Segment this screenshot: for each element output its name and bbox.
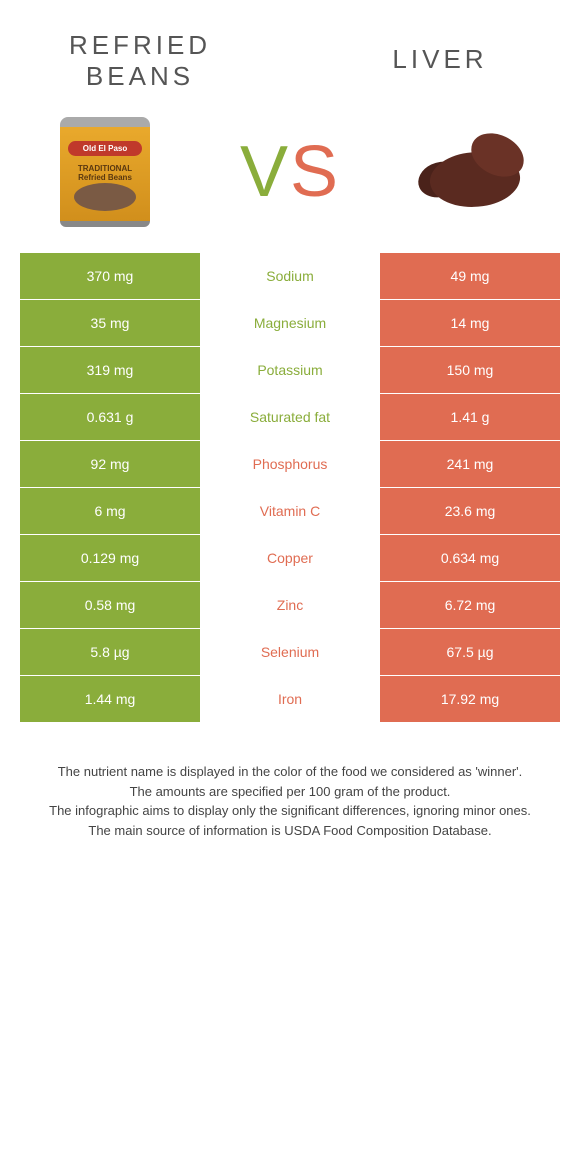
left-value-cell: 35 mg <box>20 300 200 346</box>
footer-line-1: The nutrient name is displayed in the co… <box>30 762 550 782</box>
table-row: 0.58 mgZinc6.72 mg <box>20 581 560 628</box>
left-value-cell: 0.58 mg <box>20 582 200 628</box>
table-row: 6 mgVitamin C23.6 mg <box>20 487 560 534</box>
left-value-cell: 0.129 mg <box>20 535 200 581</box>
nutrient-label-cell: Zinc <box>200 582 380 628</box>
right-value-cell: 150 mg <box>380 347 560 393</box>
left-food-image: Old El Paso TRADITIONAL Refried Beans <box>30 112 180 232</box>
can-bowl-icon <box>74 183 136 211</box>
nutrient-label-cell: Iron <box>200 676 380 722</box>
nutrient-label-cell: Potassium <box>200 347 380 393</box>
right-value-cell: 17.92 mg <box>380 676 560 722</box>
nutrient-label-cell: Selenium <box>200 629 380 675</box>
table-row: 0.129 mgCopper0.634 mg <box>20 534 560 581</box>
table-row: 35 mgMagnesium14 mg <box>20 299 560 346</box>
right-value-cell: 67.5 µg <box>380 629 560 675</box>
table-row: 5.8 µgSelenium67.5 µg <box>20 628 560 675</box>
left-title-line1: REFRIED <box>69 30 211 60</box>
right-food-image <box>400 112 550 232</box>
nutrient-label-cell: Phosphorus <box>200 441 380 487</box>
table-row: 1.44 mgIron17.92 mg <box>20 675 560 722</box>
nutrient-label-cell: Vitamin C <box>200 488 380 534</box>
left-value-cell: 370 mg <box>20 253 200 299</box>
nutrient-label-cell: Saturated fat <box>200 394 380 440</box>
comparison-table: 370 mgSodium49 mg35 mgMagnesium14 mg319 … <box>20 252 560 722</box>
right-value-cell: 1.41 g <box>380 394 560 440</box>
nutrient-label-cell: Sodium <box>200 253 380 299</box>
left-value-cell: 1.44 mg <box>20 676 200 722</box>
right-food-title: LIVER <box>340 30 540 75</box>
nutrient-label-cell: Copper <box>200 535 380 581</box>
left-food-title: REFRIED BEANS <box>40 30 240 92</box>
vs-s: S <box>290 132 340 212</box>
liver-icon <box>400 127 550 217</box>
hero-row: Old El Paso TRADITIONAL Refried Beans VS <box>0 102 580 252</box>
right-value-cell: 23.6 mg <box>380 488 560 534</box>
nutrient-label-cell: Magnesium <box>200 300 380 346</box>
right-value-cell: 14 mg <box>380 300 560 346</box>
vs-label: VS <box>240 131 340 213</box>
footer-notes: The nutrient name is displayed in the co… <box>0 722 580 870</box>
footer-line-2: The amounts are specified per 100 gram o… <box>30 782 550 802</box>
left-title-line2: BEANS <box>86 61 194 91</box>
footer-line-4: The main source of information is USDA F… <box>30 821 550 841</box>
right-value-cell: 6.72 mg <box>380 582 560 628</box>
table-row: 92 mgPhosphorus241 mg <box>20 440 560 487</box>
right-value-cell: 0.634 mg <box>380 535 560 581</box>
beans-can-icon: Old El Paso TRADITIONAL Refried Beans <box>60 117 150 227</box>
footer-line-3: The infographic aims to display only the… <box>30 801 550 821</box>
can-brand-label: Old El Paso <box>68 141 142 156</box>
table-row: 0.631 gSaturated fat1.41 g <box>20 393 560 440</box>
can-product-text: TRADITIONAL Refried Beans <box>66 165 144 183</box>
left-value-cell: 6 mg <box>20 488 200 534</box>
right-value-cell: 49 mg <box>380 253 560 299</box>
left-value-cell: 319 mg <box>20 347 200 393</box>
table-row: 319 mgPotassium150 mg <box>20 346 560 393</box>
header: REFRIED BEANS LIVER <box>0 0 580 102</box>
left-value-cell: 5.8 µg <box>20 629 200 675</box>
vs-v: V <box>240 132 290 212</box>
left-value-cell: 0.631 g <box>20 394 200 440</box>
right-value-cell: 241 mg <box>380 441 560 487</box>
table-row: 370 mgSodium49 mg <box>20 252 560 299</box>
left-value-cell: 92 mg <box>20 441 200 487</box>
